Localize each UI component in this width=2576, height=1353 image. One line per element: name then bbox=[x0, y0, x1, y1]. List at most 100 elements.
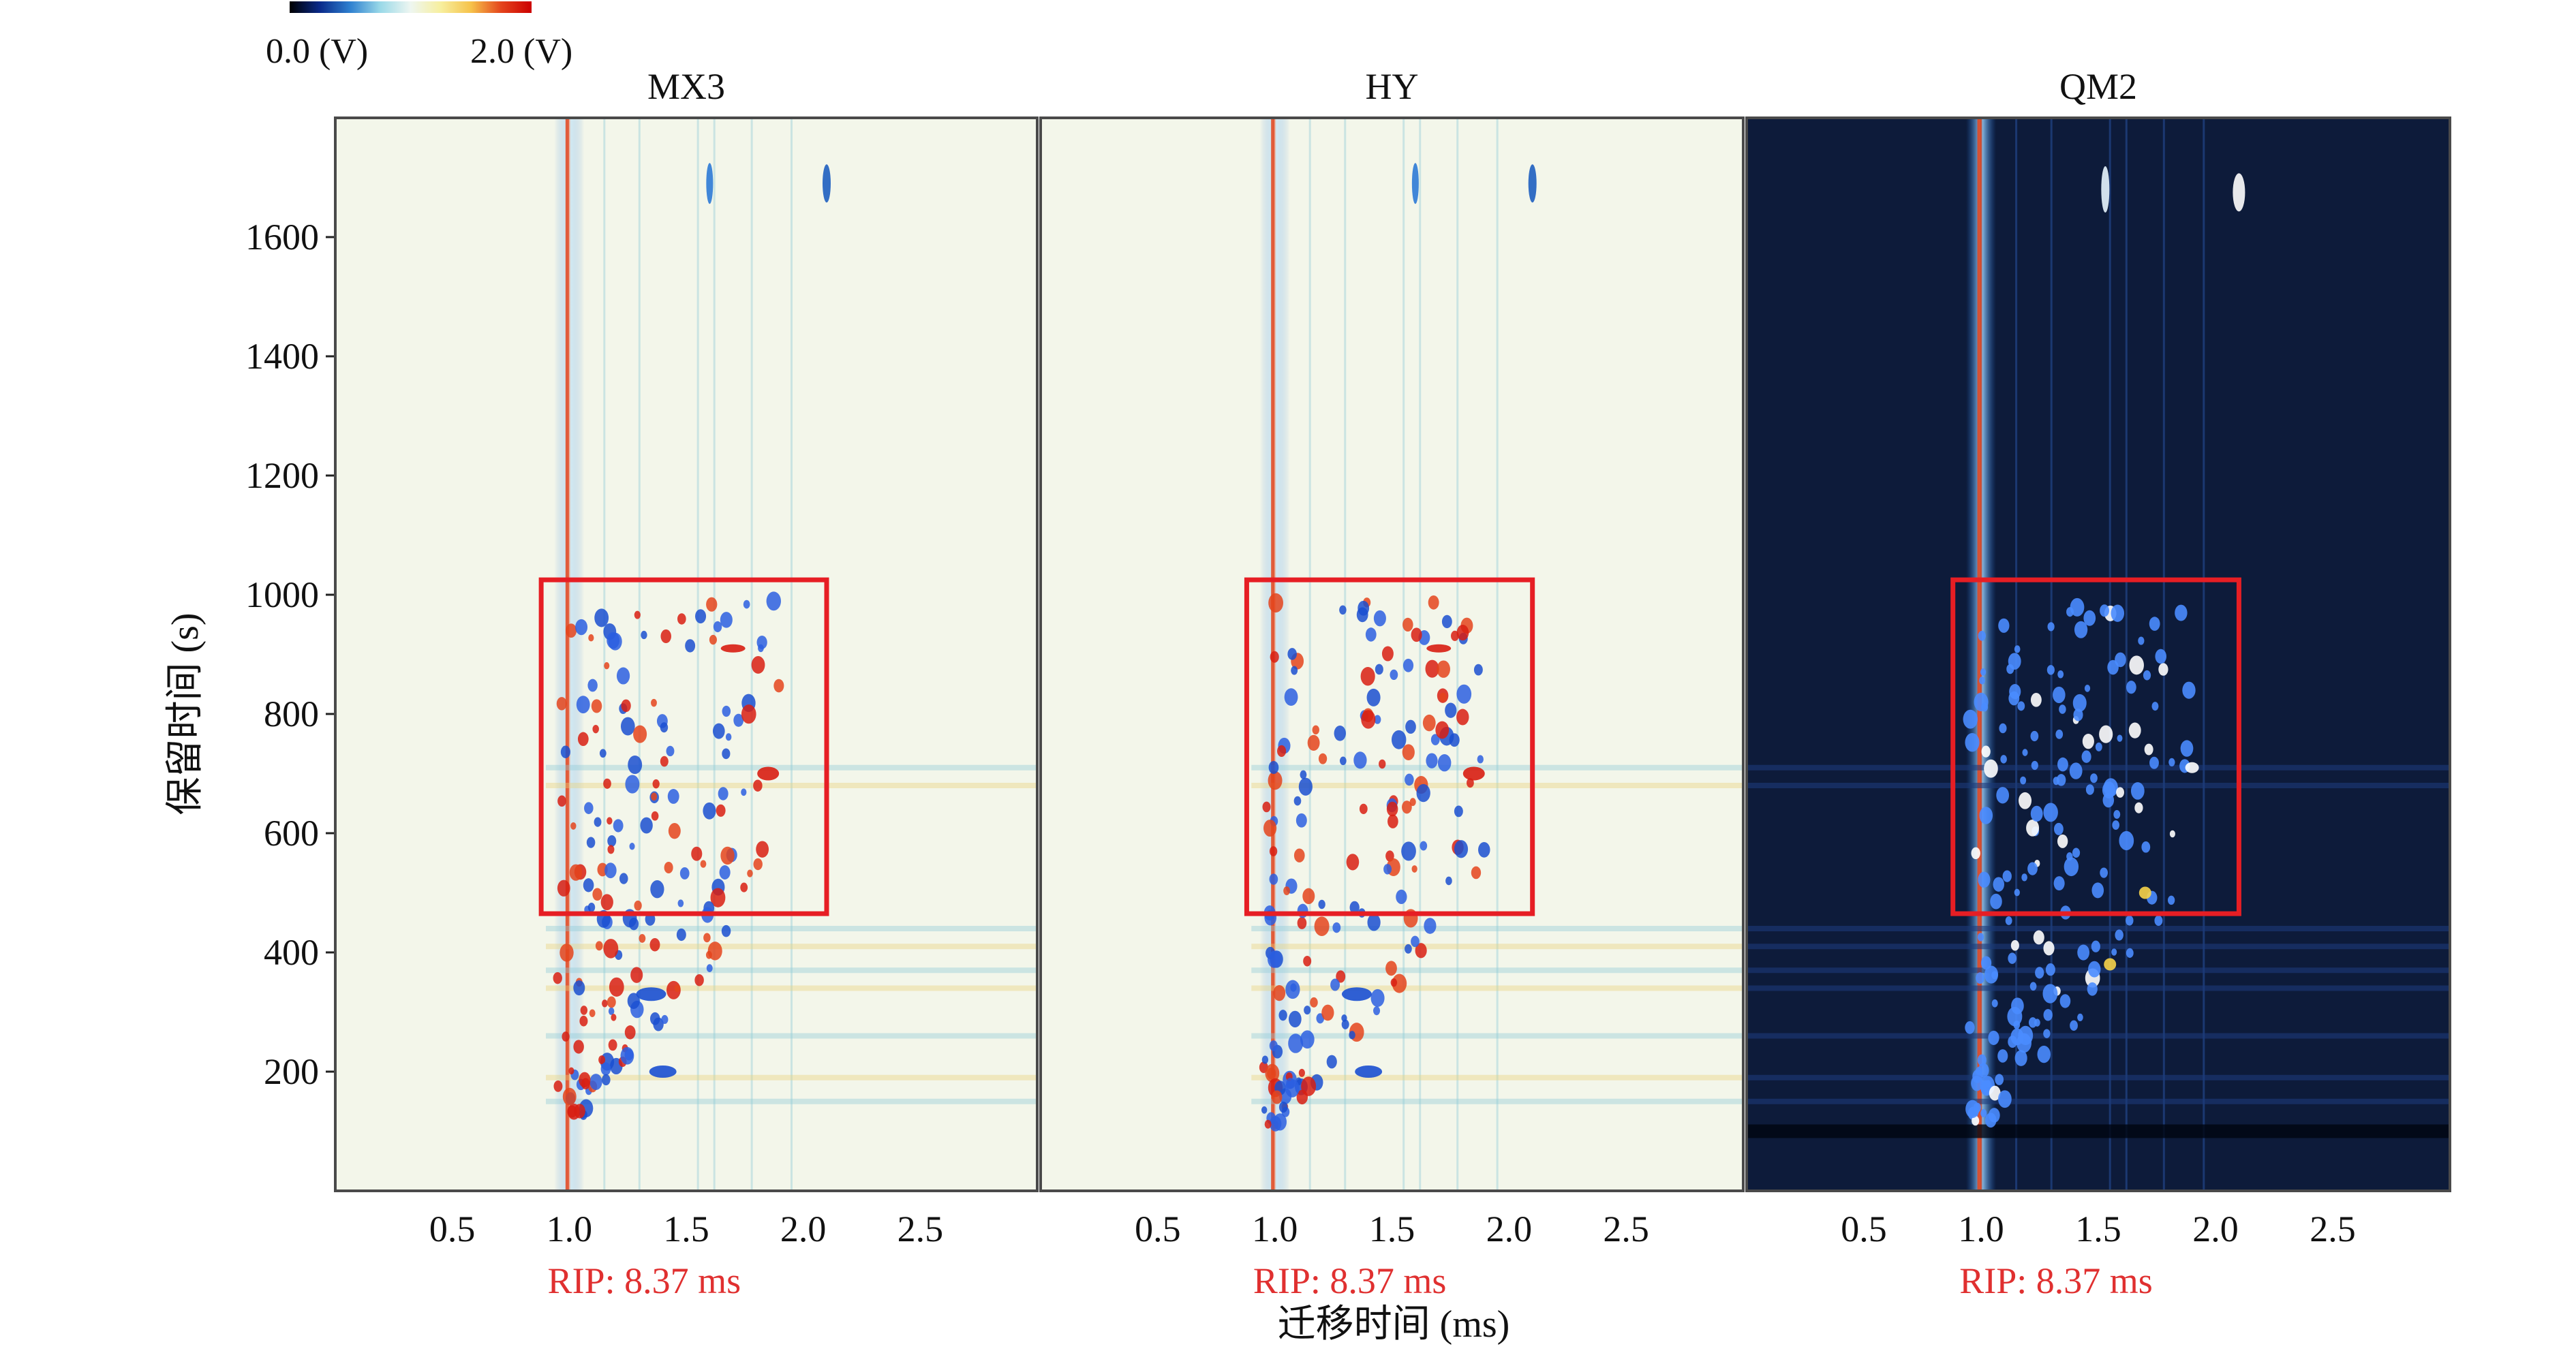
signal-spot bbox=[1375, 664, 1383, 675]
signal-spot bbox=[592, 888, 602, 901]
signal-spot bbox=[2037, 1045, 2051, 1063]
y-tick-label: 600 bbox=[264, 813, 319, 854]
signal-spot bbox=[2030, 730, 2039, 742]
signal-spot bbox=[1300, 770, 1307, 779]
signal-spot bbox=[1293, 796, 1302, 806]
signal-spot bbox=[1456, 709, 1469, 726]
signal-streak bbox=[546, 944, 1037, 950]
signal-peak bbox=[1462, 766, 1485, 781]
signal-spot bbox=[1286, 1078, 1295, 1089]
signal-spot bbox=[568, 1067, 574, 1075]
signal-spot bbox=[716, 804, 726, 817]
signal-streak bbox=[1251, 944, 1743, 950]
signal-spot bbox=[562, 1087, 577, 1106]
signal-spot bbox=[2043, 1029, 2051, 1038]
x-tick-label: 1.5 bbox=[1369, 1209, 1415, 1249]
panel-1: HY 0.5 1.0 1.5 2.0 2.5 RIP: 8.37 ms bbox=[1039, 66, 1745, 1301]
signal-spot bbox=[2026, 819, 2040, 837]
signal-spot bbox=[1390, 978, 1398, 987]
signal-spot bbox=[718, 787, 729, 800]
signal-spot bbox=[1390, 669, 1398, 681]
signal-spot bbox=[1269, 1040, 1278, 1051]
signal-spot bbox=[577, 732, 589, 746]
signal-spot bbox=[1300, 1030, 1315, 1049]
signal-spot bbox=[685, 639, 696, 653]
signal-spot bbox=[574, 1104, 585, 1119]
signal-spot bbox=[1381, 646, 1394, 662]
signal-spot bbox=[1981, 745, 1991, 758]
y-tick-label: 1400 bbox=[245, 336, 319, 377]
signal-spot bbox=[591, 699, 602, 713]
signal-spot bbox=[2007, 1006, 2023, 1027]
y-tick-label: 1000 bbox=[245, 574, 319, 615]
signal-spot bbox=[1435, 721, 1450, 739]
signal-spot bbox=[2175, 604, 2188, 621]
signal-spot bbox=[2149, 756, 2159, 769]
signal-spot bbox=[733, 713, 744, 727]
signal-streak bbox=[1747, 1074, 2450, 1080]
signal-spot bbox=[1386, 801, 1398, 817]
signal-spot bbox=[667, 788, 679, 804]
signal-spot bbox=[1991, 999, 1998, 1008]
signal-spot bbox=[1989, 1085, 2001, 1101]
signal-spot bbox=[2017, 701, 2025, 711]
x-tick-label: 2.0 bbox=[2192, 1209, 2239, 1249]
signal-spot bbox=[2006, 664, 2014, 674]
signal-spot bbox=[677, 613, 686, 625]
signal-spot bbox=[573, 1040, 584, 1054]
signal-spot bbox=[1963, 709, 1978, 729]
signal-spot bbox=[1451, 630, 1459, 641]
signal-spot bbox=[1990, 893, 2002, 909]
signal-spot bbox=[2128, 722, 2141, 738]
signal-spot bbox=[2077, 944, 2090, 961]
signal-spot bbox=[588, 634, 594, 642]
signal-spot bbox=[666, 745, 675, 757]
signal-spot bbox=[1980, 668, 1987, 676]
x-tick-label: 0.5 bbox=[1135, 1209, 1181, 1249]
signal-spot bbox=[1303, 956, 1312, 967]
signal-spot bbox=[2021, 873, 2027, 882]
signal-spot bbox=[1405, 719, 1416, 734]
signal-spot bbox=[587, 679, 598, 692]
colorbar: 0.0 (V) 2.0 (V) bbox=[266, 1, 572, 71]
signal-spot bbox=[2046, 665, 2055, 675]
signal-spot bbox=[1349, 901, 1360, 914]
signal-spot bbox=[2053, 686, 2066, 704]
y-tick-label: 1600 bbox=[245, 217, 319, 258]
signal-spot bbox=[1985, 1080, 1991, 1088]
signal-spot bbox=[2069, 762, 2083, 779]
signal-spot bbox=[653, 1017, 664, 1031]
x-tick-label: 1.5 bbox=[663, 1209, 709, 1249]
signal-spot bbox=[628, 917, 639, 931]
signal-streak bbox=[546, 764, 1037, 771]
signal-spot bbox=[1278, 1101, 1288, 1113]
signal-streak bbox=[1251, 985, 1743, 991]
signal-spot bbox=[725, 733, 732, 741]
signal-spot bbox=[1346, 854, 1360, 871]
signal-spot bbox=[741, 704, 756, 724]
signal-spot bbox=[611, 1014, 617, 1021]
signal-spot bbox=[1996, 787, 2010, 804]
signal-spot bbox=[741, 788, 747, 796]
signal-spot bbox=[567, 1105, 577, 1118]
signal-spot bbox=[753, 858, 763, 871]
signal-spot bbox=[720, 846, 735, 865]
signal-spot bbox=[1473, 664, 1483, 676]
signal-spot bbox=[620, 1046, 634, 1065]
signal-spot bbox=[2141, 841, 2151, 853]
signal-spot bbox=[2000, 755, 2007, 764]
signal-spot bbox=[608, 1007, 615, 1015]
signal-spot bbox=[2030, 693, 2042, 707]
signal-spot bbox=[2059, 704, 2066, 714]
signal-spot bbox=[619, 873, 628, 884]
plot-frame bbox=[334, 116, 1039, 1192]
signal-streak bbox=[546, 1074, 1037, 1080]
signal-spot bbox=[2087, 982, 2098, 996]
signal-spot bbox=[1268, 771, 1283, 790]
signal-spot bbox=[2070, 597, 2085, 617]
y-axis-ticks: 200 400 600 800 1000 1200 1400 1600 bbox=[245, 217, 335, 1092]
signal-spot bbox=[710, 888, 726, 907]
signal-spot bbox=[1304, 1006, 1311, 1015]
signal-spot bbox=[1330, 978, 1340, 991]
signal-spot bbox=[1370, 989, 1385, 1008]
